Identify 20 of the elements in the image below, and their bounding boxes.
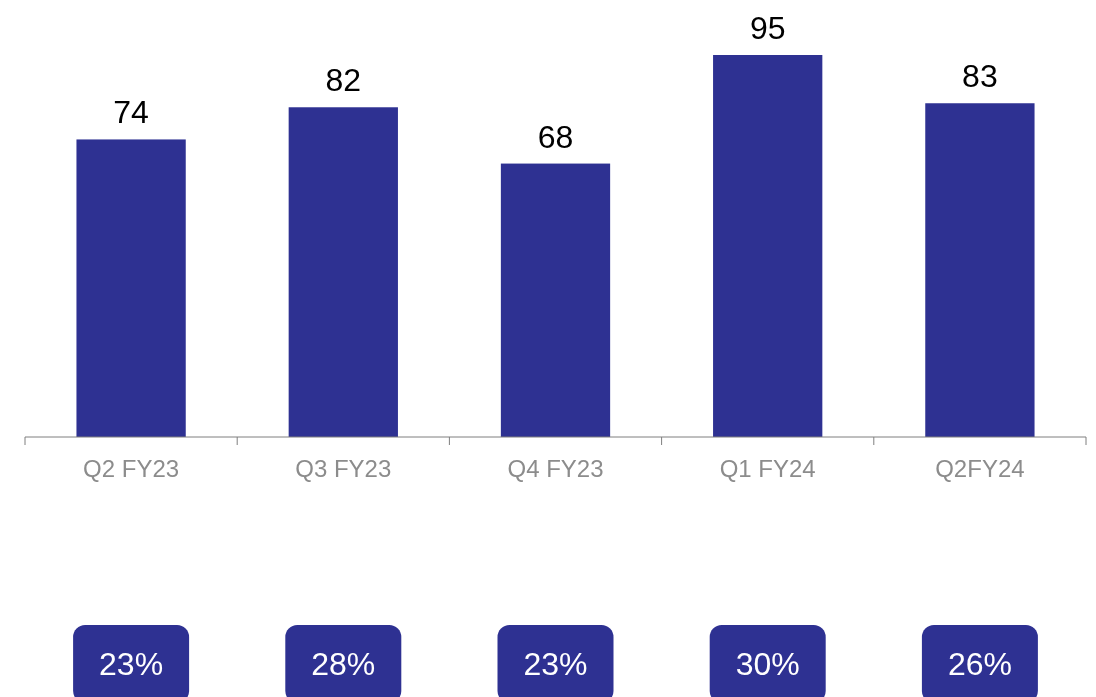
x-tick-label: Q4 FY23 [507,455,604,482]
data-label: 74 [113,94,149,131]
bar [713,55,823,437]
bar [925,103,1035,437]
x-tick-label: Q1 FY24 [719,455,816,482]
data-label: 68 [537,118,574,155]
text: 30% [735,646,800,682]
text: 23% [523,646,588,682]
bar [288,107,398,437]
data-label: 82 [325,62,362,99]
bar [76,139,186,437]
text: 26% [947,646,1012,682]
bar [500,163,611,437]
x-tick-label: Q3 FY23 [295,455,392,482]
data-label: 95 [749,10,786,46]
text: 23% [99,646,164,682]
x-tick-label: Q2 FY23 [83,455,180,482]
x-tick-label: Q2FY24 [935,455,1025,482]
data-label: 83 [962,58,998,95]
text: 28% [311,646,376,682]
